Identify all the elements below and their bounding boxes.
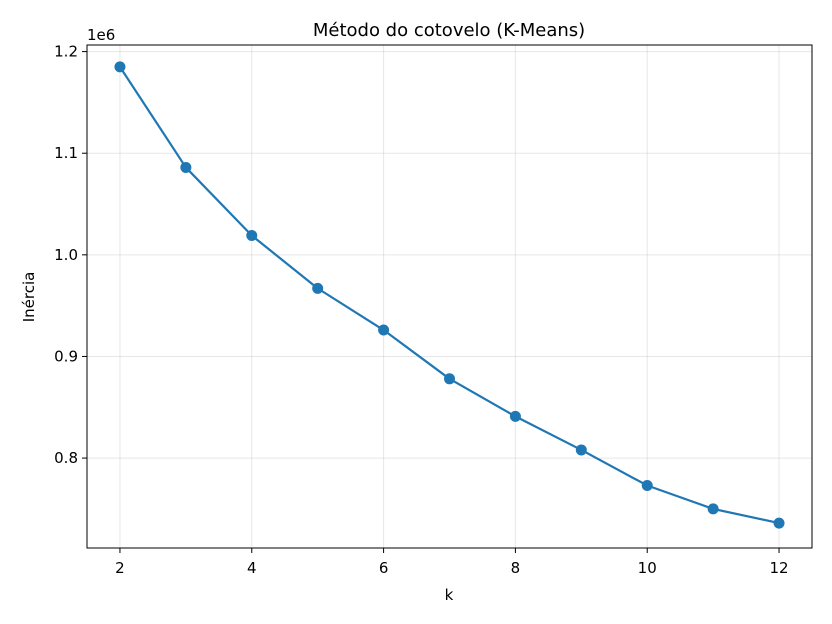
y-axis-offset-label: 1e6	[87, 26, 115, 44]
series-layer	[114, 61, 785, 529]
x-tick-label: 8	[511, 559, 521, 577]
data-point	[509, 410, 521, 422]
grid-lines	[87, 45, 812, 548]
axis-ticks: 2 4 6 8 10 12 0.8 0.9 1.0 1.1 1.2	[54, 43, 788, 577]
data-point	[312, 282, 324, 294]
x-tick-label: 2	[115, 559, 125, 577]
data-point	[707, 503, 719, 515]
chart-title: Método do cotovelo (K-Means)	[313, 20, 585, 41]
data-point	[180, 161, 192, 173]
data-point	[575, 444, 587, 456]
x-tick-label: 12	[769, 559, 788, 577]
data-point	[773, 517, 785, 529]
y-tick-label: 1.2	[54, 43, 78, 61]
x-tick-label: 4	[247, 559, 257, 577]
y-tick-label: 0.9	[54, 347, 78, 365]
plot-area-frame	[86, 44, 813, 549]
y-axis-label: Inércia	[20, 272, 38, 323]
data-point	[444, 373, 455, 385]
data-point	[641, 480, 653, 492]
x-tick-label: 6	[379, 559, 389, 577]
y-tick-label: 1.1	[54, 144, 78, 162]
y-tick-label: 0.8	[54, 449, 78, 467]
y-tick-label: 1.0	[54, 246, 78, 264]
x-axis-label: k	[445, 586, 454, 604]
data-point	[378, 324, 390, 336]
series-line	[119, 66, 780, 525]
data-point	[246, 230, 258, 242]
x-tick-label: 10	[638, 559, 657, 577]
data-point	[114, 61, 126, 73]
